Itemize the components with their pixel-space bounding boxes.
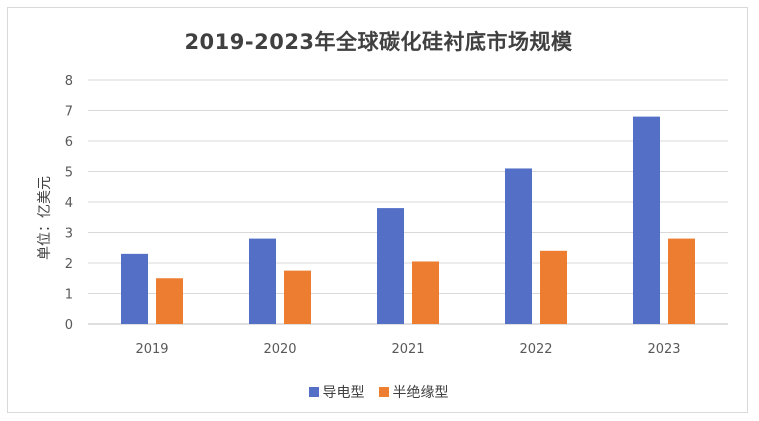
bar-semi-insulating-2022 — [540, 250, 567, 324]
legend-label-series-2: 半绝缘型 — [392, 385, 449, 401]
y-tick-label-3: 3 — [65, 227, 73, 242]
x-tick-label-2021: 2021 — [391, 342, 424, 357]
y-tick-label-0: 0 — [65, 318, 73, 333]
bars — [121, 116, 695, 324]
gridlines — [88, 79, 728, 325]
bar-conductive-2021 — [377, 208, 404, 324]
legend-item-series-1: 导电型 — [308, 382, 365, 402]
legend-swatch-series-1 — [308, 387, 319, 397]
legend: 导电型 半绝缘型 — [8, 382, 749, 402]
chart-title: 2019-2023年全球碳化硅衬底市场规模 — [184, 30, 573, 54]
legend-item-series-2: 半绝缘型 — [378, 382, 449, 402]
bar-semi-insulating-2023 — [668, 238, 695, 324]
bar-semi-insulating-2021 — [412, 261, 439, 324]
x-tick-label-2020: 2020 — [263, 342, 296, 357]
y-tick-label-8: 8 — [65, 74, 73, 89]
y-tick-label-6: 6 — [65, 135, 73, 150]
x-tick-label-2022: 2022 — [519, 342, 552, 357]
y-tick-label-5: 5 — [65, 166, 73, 181]
bar-semi-insulating-2019 — [156, 278, 183, 324]
x-tick-labels: 2019 2020 2021 2022 2023 — [135, 342, 680, 357]
bar-semi-insulating-2020 — [284, 270, 311, 324]
y-tick-label-2: 2 — [65, 257, 73, 272]
y-tick-labels: 0 1 2 3 4 5 6 7 8 — [65, 74, 73, 333]
x-tick-label-2023: 2023 — [647, 342, 680, 357]
y-tick-label-4: 4 — [65, 196, 73, 211]
bar-conductive-2023 — [633, 116, 660, 324]
legend-label-series-1: 导电型 — [322, 385, 365, 401]
x-tick-label-2019: 2019 — [135, 342, 168, 357]
legend-swatch-series-2 — [378, 387, 389, 397]
bar-conductive-2020 — [249, 238, 276, 324]
y-tick-label-7: 7 — [65, 105, 73, 120]
bar-conductive-2022 — [505, 168, 532, 324]
y-tick-label-1: 1 — [65, 288, 73, 303]
bar-conductive-2019 — [121, 253, 148, 324]
plot-area: 0 1 2 3 4 5 6 7 8 2019 2020 2021 2022 2023 — [65, 74, 728, 357]
